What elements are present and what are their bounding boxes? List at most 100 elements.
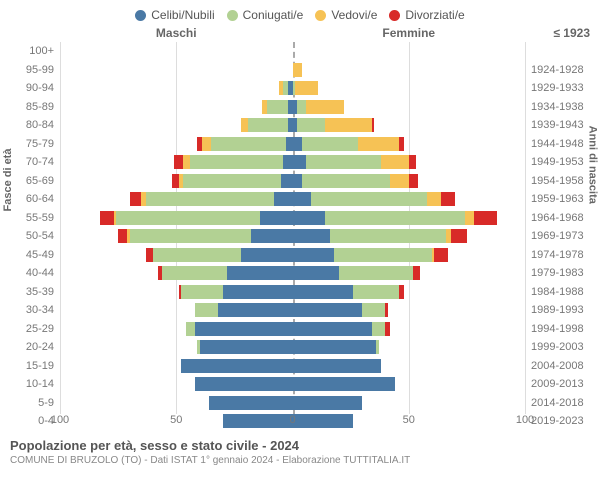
age-label: 80-84: [10, 119, 60, 131]
pyramid-row: 15-19 2004-2008: [10, 357, 590, 376]
bar-segment: [293, 322, 372, 336]
female-bar: [293, 81, 319, 95]
bar-segment: [251, 229, 293, 243]
age-label: 20-24: [10, 341, 60, 353]
footer: Popolazione per età, sesso e stato civil…: [10, 438, 590, 466]
male-half: [60, 42, 293, 61]
age-label: 95-99: [10, 64, 60, 76]
bar-segment: [118, 229, 127, 243]
age-label: 15-19: [10, 360, 60, 372]
year-label: 1994-1998: [525, 323, 590, 335]
female-half: [293, 283, 526, 302]
male-bar: [197, 137, 292, 151]
male-half: [60, 135, 293, 154]
bar-segment: [465, 211, 474, 225]
bar-segment: [427, 192, 441, 206]
pyramid-rows: 100+95-991924-192890-941929-193385-89193…: [10, 42, 590, 414]
male-half: [60, 283, 293, 302]
female-half: [293, 135, 526, 154]
bar-segment: [409, 155, 416, 169]
pyramid-row: 80-841939-1943: [10, 116, 590, 135]
bar-segment: [399, 137, 404, 151]
year-label: 1999-2003: [525, 341, 590, 353]
year-label: 2004-2008: [525, 360, 590, 372]
bars-wrap: [60, 61, 525, 80]
age-label: 40-44: [10, 267, 60, 279]
year-label: 1929-1933: [525, 82, 590, 94]
pyramid-row: 75-791944-1948: [10, 135, 590, 154]
age-label: 50-54: [10, 230, 60, 242]
year-label: 1974-1978: [525, 249, 590, 261]
bar-segment: [372, 118, 374, 132]
bars-wrap: [60, 135, 525, 154]
column-headers: Maschi Femmine ≤ 1923: [10, 26, 590, 40]
male-half: [60, 98, 293, 117]
chart-subtitle: COMUNE DI BRUZOLO (TO) - Dati ISTAT 1° g…: [10, 455, 590, 466]
bar-segment: [358, 137, 400, 151]
male-bar: [209, 396, 293, 410]
legend-label: Celibi/Nubili: [151, 8, 214, 22]
male-bar: [174, 155, 293, 169]
male-half: [60, 172, 293, 191]
male-bar: [130, 192, 293, 206]
age-label: 85-89: [10, 101, 60, 113]
bar-segment: [183, 174, 281, 188]
bar-segment: [334, 248, 432, 262]
pyramid-row: 20-24 1999-2003: [10, 338, 590, 357]
female-half: [293, 338, 526, 357]
year-label: 1949-1953: [525, 156, 590, 168]
female-bar: [293, 118, 374, 132]
bar-segment: [306, 100, 343, 114]
bar-segment: [376, 340, 378, 354]
bar-segment: [413, 266, 420, 280]
bar-segment: [248, 118, 288, 132]
bar-segment: [174, 155, 183, 169]
x-axis: 50100 050100: [60, 414, 525, 432]
header-male: Maschi: [60, 26, 293, 40]
female-bar: [293, 322, 391, 336]
chart-title: Popolazione per età, sesso e stato civil…: [10, 438, 590, 453]
female-half: [293, 61, 526, 80]
bars-wrap: [60, 42, 525, 61]
year-label: 1959-1963: [525, 193, 590, 205]
bar-segment: [362, 303, 385, 317]
bars-wrap: [60, 246, 525, 265]
pyramid-row: 90-941929-1933: [10, 79, 590, 98]
female-half: [293, 209, 526, 228]
bars-wrap: [60, 338, 525, 357]
age-label: 65-69: [10, 175, 60, 187]
male-half: [60, 116, 293, 135]
bar-segment: [241, 118, 248, 132]
bar-segment: [286, 137, 293, 151]
bar-segment: [293, 285, 353, 299]
bar-segment: [211, 137, 285, 151]
bar-segment: [325, 118, 372, 132]
header-year-top: ≤ 1923: [525, 26, 590, 40]
age-label: 5-9: [10, 397, 60, 409]
bar-segment: [409, 174, 418, 188]
bars-wrap: [60, 264, 525, 283]
male-half: [60, 153, 293, 172]
pyramid-row: 40-441979-1983: [10, 264, 590, 283]
bar-segment: [283, 155, 292, 169]
bars-wrap: [60, 209, 525, 228]
male-bar: [186, 322, 293, 336]
pyramid-row: 85-891934-1938: [10, 98, 590, 117]
bar-segment: [186, 322, 195, 336]
bars-wrap: [60, 190, 525, 209]
year-label: 1969-1973: [525, 230, 590, 242]
female-half: [293, 246, 526, 265]
pyramid-row: 30-341989-1993: [10, 301, 590, 320]
female-bar: [293, 285, 405, 299]
pyramid-row: 100+: [10, 42, 590, 61]
female-bar: [293, 63, 302, 77]
pyramid-row: 35-391984-1988: [10, 283, 590, 302]
female-bar: [293, 100, 344, 114]
age-label: 55-59: [10, 212, 60, 224]
bars-wrap: [60, 394, 525, 413]
x-tick: 50: [170, 414, 182, 426]
male-half: [60, 338, 293, 357]
bar-segment: [293, 340, 377, 354]
x-tick: 0: [289, 414, 295, 426]
female-half: [293, 190, 526, 209]
